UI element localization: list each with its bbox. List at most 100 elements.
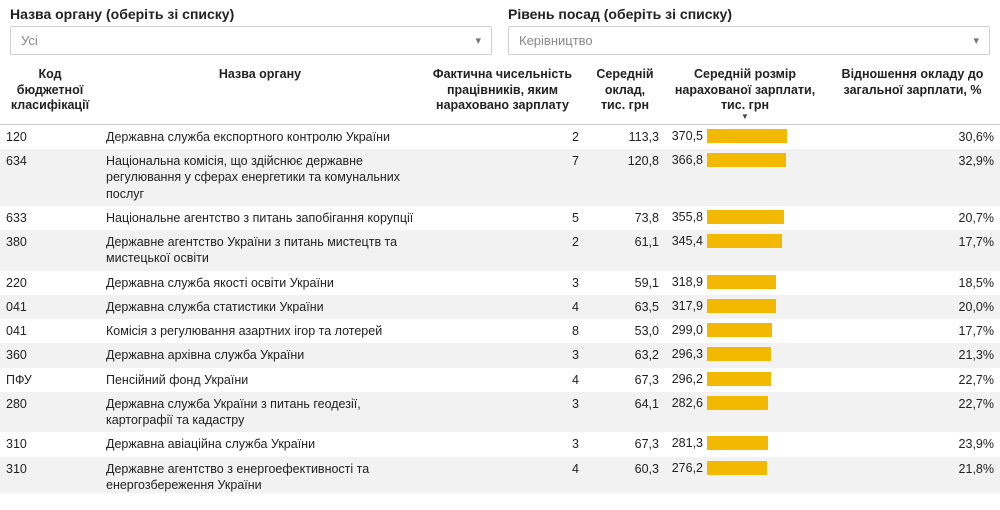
cell-code: 310 — [0, 432, 100, 456]
avg-value: 296,3 — [669, 346, 707, 362]
cell-avg: 345,4 — [665, 230, 825, 271]
cell-salary: 120,8 — [585, 149, 665, 206]
table-row[interactable]: 310Державне агентство з енергоефективнос… — [0, 457, 1000, 493]
avg-bar — [707, 347, 771, 361]
cell-ratio: 32,9% — [825, 149, 1000, 206]
cell-ratio: 20,0% — [825, 295, 1000, 319]
cell-name: Державна служба експортного контролю Укр… — [100, 124, 420, 149]
cell-code: 280 — [0, 392, 100, 433]
cell-count: 2 — [420, 230, 585, 271]
cell-avg: 318,9 — [665, 271, 825, 295]
cell-code: 310 — [0, 457, 100, 493]
cell-count: 5 — [420, 206, 585, 230]
cell-code: 380 — [0, 230, 100, 271]
filter-agency-value: Усі — [21, 33, 38, 48]
cell-salary: 113,3 — [585, 124, 665, 149]
cell-ratio: 21,3% — [825, 343, 1000, 367]
avg-bar — [707, 396, 768, 410]
cell-avg: 296,2 — [665, 368, 825, 392]
avg-value: 366,8 — [669, 152, 707, 168]
avg-value: 282,6 — [669, 395, 707, 411]
cell-name: Комісія з регулювання азартних ігор та л… — [100, 319, 420, 343]
table-row[interactable]: 220Державна служба якості освіти України… — [0, 271, 1000, 295]
filter-agency-label: Назва органу (оберіть зі списку) — [10, 6, 492, 22]
cell-salary: 67,3 — [585, 432, 665, 456]
cell-avg: 282,6 — [665, 392, 825, 433]
avg-value: 318,9 — [669, 274, 707, 290]
cell-ratio: 20,7% — [825, 206, 1000, 230]
cell-name: Державна архівна служба України — [100, 343, 420, 367]
cell-count: 2 — [420, 124, 585, 149]
cell-name: Пенсійний фонд України — [100, 368, 420, 392]
filter-agency: Назва органу (оберіть зі списку) Усі ▾ — [10, 6, 492, 55]
cell-ratio: 21,8% — [825, 457, 1000, 493]
avg-value: 370,5 — [669, 128, 707, 144]
table-row[interactable]: 041Комісія з регулювання азартних ігор т… — [0, 319, 1000, 343]
avg-bar — [707, 299, 776, 313]
avg-bar — [707, 153, 786, 167]
avg-value: 355,8 — [669, 209, 707, 225]
cell-avg: 299,0 — [665, 319, 825, 343]
cell-count: 4 — [420, 457, 585, 493]
table-row[interactable]: 120Державна служба експортного контролю … — [0, 124, 1000, 149]
cell-ratio: 23,9% — [825, 432, 1000, 456]
cell-salary: 59,1 — [585, 271, 665, 295]
col-header-count[interactable]: Фактична чисельність працівників, яким н… — [420, 63, 585, 124]
cell-ratio: 18,5% — [825, 271, 1000, 295]
cell-code: 041 — [0, 319, 100, 343]
col-header-avg[interactable]: Середній розмір нарахованої зарплати, ти… — [665, 63, 825, 124]
cell-count: 3 — [420, 392, 585, 433]
cell-salary: 67,3 — [585, 368, 665, 392]
cell-code: 360 — [0, 343, 100, 367]
avg-bar — [707, 234, 782, 248]
avg-value: 276,2 — [669, 460, 707, 476]
cell-count: 4 — [420, 368, 585, 392]
cell-code: 633 — [0, 206, 100, 230]
table-row[interactable]: 310Державна авіаційна служба України367,… — [0, 432, 1000, 456]
cell-ratio: 30,6% — [825, 124, 1000, 149]
avg-bar — [707, 210, 784, 224]
avg-bar — [707, 461, 767, 475]
cell-ratio: 17,7% — [825, 230, 1000, 271]
avg-value: 281,3 — [669, 435, 707, 451]
cell-code: 220 — [0, 271, 100, 295]
cell-salary: 73,8 — [585, 206, 665, 230]
cell-salary: 63,5 — [585, 295, 665, 319]
table-row[interactable]: 041Державна служба статистики України463… — [0, 295, 1000, 319]
cell-name: Державне агентство України з питань мист… — [100, 230, 420, 271]
col-header-salary[interactable]: Середній оклад, тис. грн — [585, 63, 665, 124]
cell-count: 3 — [420, 271, 585, 295]
avg-bar — [707, 436, 768, 450]
cell-count: 3 — [420, 432, 585, 456]
cell-name: Національне агентство з питань запобіган… — [100, 206, 420, 230]
cell-count: 8 — [420, 319, 585, 343]
cell-count: 7 — [420, 149, 585, 206]
filter-position: Рівень посад (оберіть зі списку) Керівни… — [508, 6, 990, 55]
table-row[interactable]: 633Національне агентство з питань запобі… — [0, 206, 1000, 230]
data-table: Код бюджетної класифікації Назва органу … — [0, 63, 1000, 493]
filter-position-select[interactable]: Керівництво ▾ — [508, 26, 990, 55]
cell-code: 120 — [0, 124, 100, 149]
col-header-code[interactable]: Код бюджетної класифікації — [0, 63, 100, 124]
table-row[interactable]: 380Державне агентство України з питань м… — [0, 230, 1000, 271]
cell-code: ПФУ — [0, 368, 100, 392]
cell-name: Державне агентство з енергоефективності … — [100, 457, 420, 493]
chevron-down-icon: ▾ — [973, 34, 979, 47]
col-header-name[interactable]: Назва органу — [100, 63, 420, 124]
col-header-ratio[interactable]: Відношення окладу до загальної зарплати,… — [825, 63, 1000, 124]
filter-position-value: Керівництво — [519, 33, 593, 48]
cell-avg: 296,3 — [665, 343, 825, 367]
table-row[interactable]: 360Державна архівна служба України363,22… — [0, 343, 1000, 367]
cell-code: 634 — [0, 149, 100, 206]
table-row[interactable]: 280Державна служба України з питань геод… — [0, 392, 1000, 433]
avg-bar — [707, 129, 787, 143]
table-row[interactable]: 634Національна комісія, що здійснює держ… — [0, 149, 1000, 206]
data-table-wrap: Код бюджетної класифікації Назва органу … — [0, 63, 1000, 493]
filter-agency-select[interactable]: Усі ▾ — [10, 26, 492, 55]
cell-count: 4 — [420, 295, 585, 319]
cell-avg: 281,3 — [665, 432, 825, 456]
cell-code: 041 — [0, 295, 100, 319]
table-row[interactable]: ПФУПенсійний фонд України467,3296,222,7% — [0, 368, 1000, 392]
cell-name: Державна служба статистики України — [100, 295, 420, 319]
cell-avg: 366,8 — [665, 149, 825, 206]
